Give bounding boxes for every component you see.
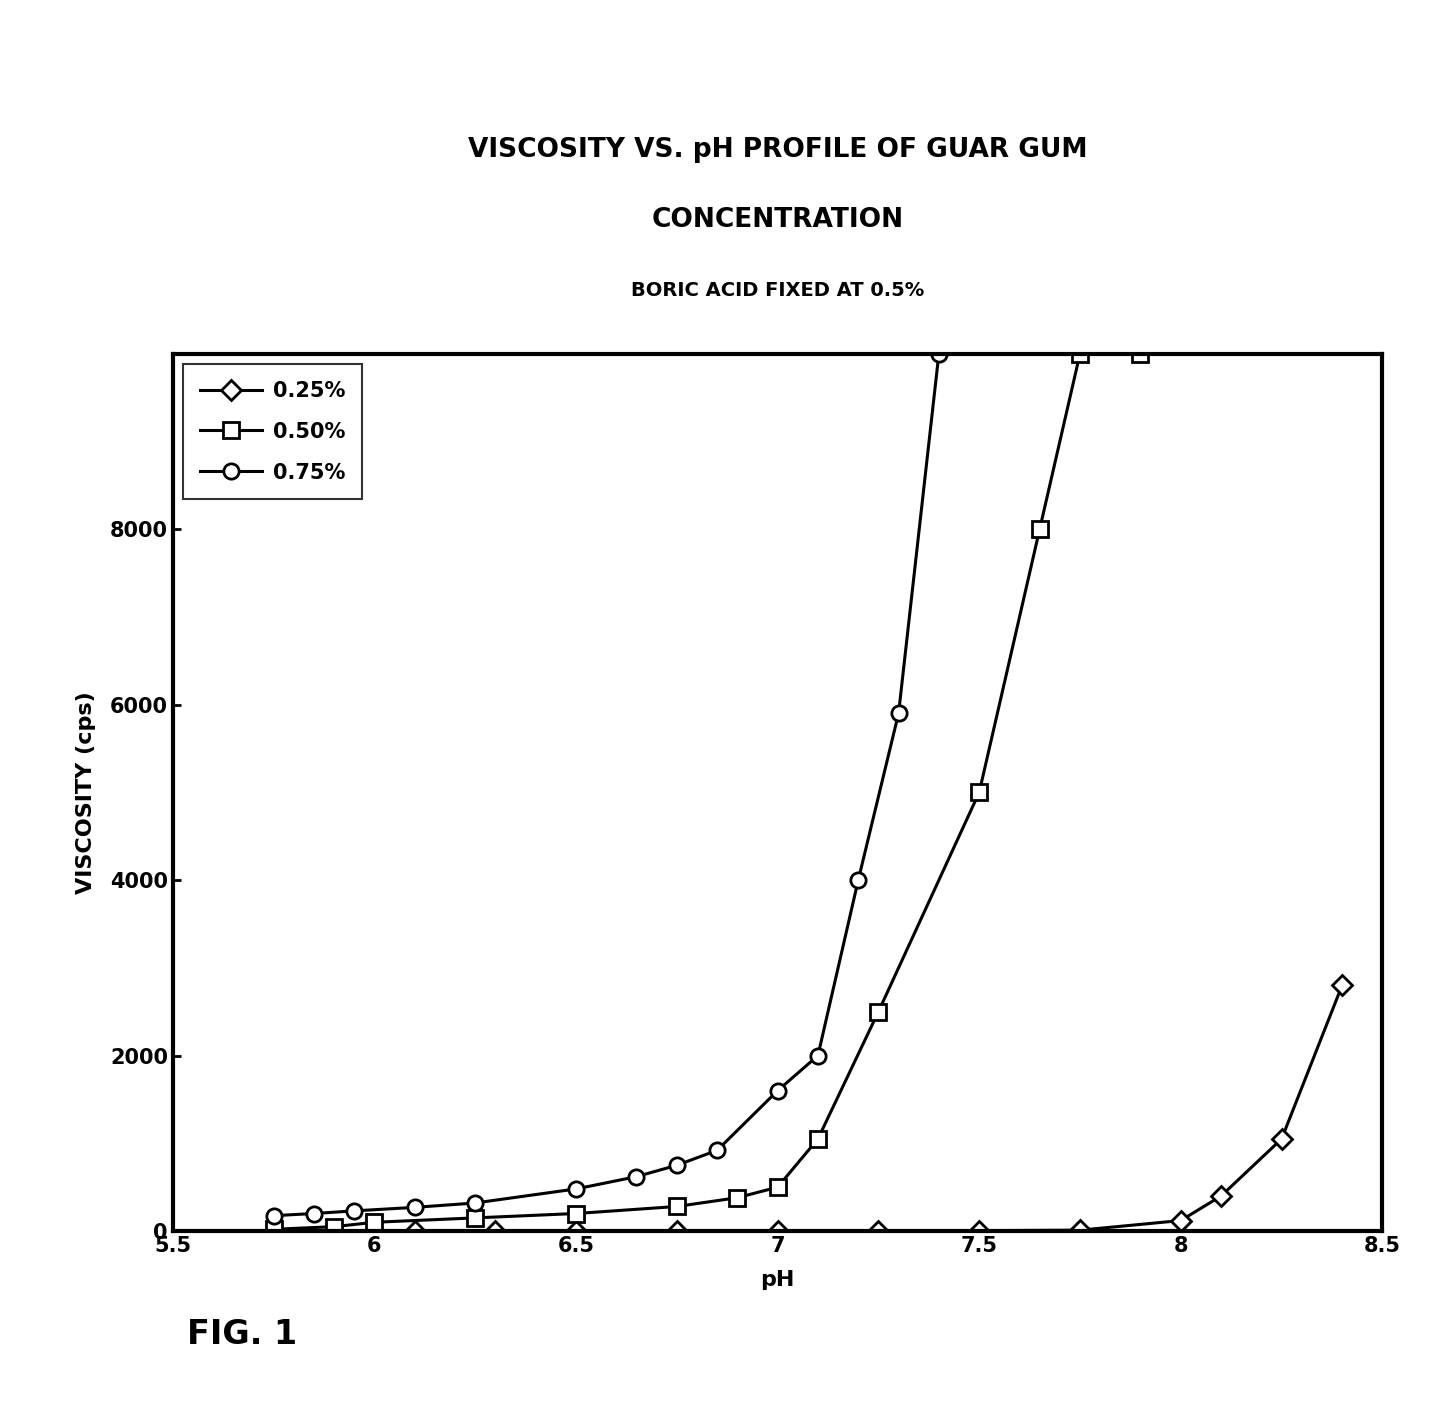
- 0.50%: [467, 1210, 484, 1227]
- 0.50%: [1071, 345, 1089, 362]
- 0.50%: [668, 1199, 685, 1215]
- 0.50%: [567, 1206, 585, 1223]
- Text: BORIC ACID FIXED AT 0.5%: BORIC ACID FIXED AT 0.5%: [631, 282, 924, 300]
- 0.25%: [1333, 976, 1351, 993]
- 0.50%: [1031, 521, 1048, 538]
- Text: FIG. 1: FIG. 1: [187, 1319, 297, 1351]
- 0.25%: [668, 1223, 685, 1240]
- 0.75%: [769, 1082, 786, 1099]
- 0.50%: [809, 1131, 827, 1148]
- 0.75%: [668, 1157, 685, 1174]
- 0.50%: [265, 1221, 282, 1238]
- 0.50%: [971, 784, 988, 801]
- Text: CONCENTRATION: CONCENTRATION: [651, 208, 904, 233]
- 0.25%: [971, 1223, 988, 1240]
- 0.75%: [890, 705, 907, 722]
- Text: VISCOSITY VS. pH PROFILE OF GUAR GUM: VISCOSITY VS. pH PROFILE OF GUAR GUM: [468, 137, 1087, 163]
- Line: 0.25%: 0.25%: [266, 978, 1349, 1238]
- 0.50%: [870, 1003, 887, 1020]
- 0.25%: [567, 1223, 585, 1240]
- 0.25%: [1172, 1213, 1189, 1230]
- 0.75%: [346, 1203, 363, 1220]
- 0.25%: [870, 1223, 887, 1240]
- 0.75%: [708, 1142, 726, 1159]
- 0.50%: [366, 1214, 383, 1231]
- Y-axis label: VISCOSITY (cps): VISCOSITY (cps): [76, 691, 96, 894]
- 0.25%: [1071, 1221, 1089, 1238]
- 0.75%: [406, 1199, 423, 1215]
- 0.25%: [325, 1223, 343, 1240]
- 0.25%: [1273, 1131, 1290, 1148]
- 0.50%: [769, 1179, 786, 1196]
- 0.25%: [1212, 1187, 1230, 1204]
- 0.25%: [487, 1223, 504, 1240]
- 0.25%: [265, 1223, 282, 1240]
- Line: 0.75%: 0.75%: [266, 347, 946, 1224]
- 0.75%: [467, 1194, 484, 1211]
- 0.50%: [325, 1218, 343, 1235]
- 0.75%: [628, 1169, 645, 1186]
- X-axis label: pH: pH: [760, 1269, 795, 1290]
- 0.75%: [809, 1047, 827, 1064]
- 0.25%: [406, 1223, 423, 1240]
- 0.50%: [729, 1189, 746, 1206]
- 0.75%: [930, 345, 948, 362]
- 0.25%: [769, 1223, 786, 1240]
- Legend: 0.25%, 0.50%, 0.75%: 0.25%, 0.50%, 0.75%: [183, 364, 361, 499]
- 0.75%: [850, 872, 867, 889]
- 0.50%: [1132, 345, 1149, 362]
- 0.75%: [567, 1180, 585, 1197]
- 0.75%: [305, 1206, 323, 1223]
- 0.75%: [265, 1207, 282, 1224]
- Line: 0.50%: 0.50%: [266, 347, 1148, 1237]
